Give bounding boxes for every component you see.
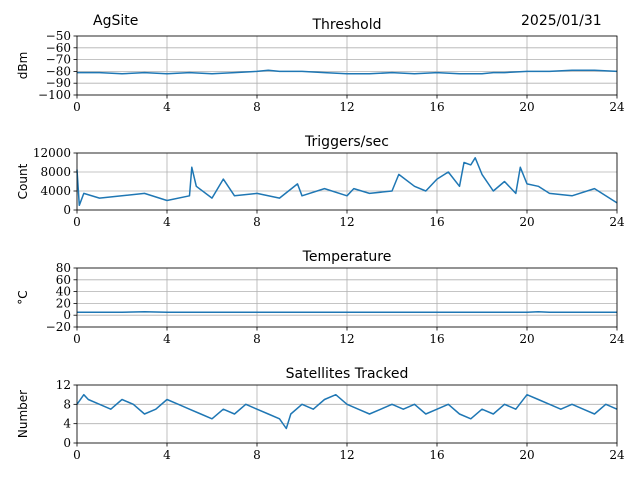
x-tick-label: 12 — [339, 448, 354, 462]
x-tick-label: 4 — [163, 332, 171, 346]
y-tick-label: 20 — [56, 296, 71, 310]
y-tick-label: 0 — [63, 436, 71, 450]
series-line — [77, 310, 617, 314]
chart-panel-1: 0 4 8 12 16 20 24 −100−90−80−70−60−50 Threshold d… — [16, 17, 625, 114]
x-tick-label: 24 — [609, 215, 625, 229]
x-tick-label: 24 — [609, 100, 625, 114]
x-tick-label: 4 — [163, 100, 171, 114]
x-tick-label: 20 — [519, 100, 534, 114]
x-tick-label: 8 — [253, 332, 261, 346]
chart-panel-4: 0 4 8 12 16 20 24 0 4 8 12 Satellites Tracked Number — [16, 366, 625, 462]
y-tick-label: 0 — [63, 203, 71, 217]
x-tick-label: 0 — [73, 215, 81, 229]
series-line — [77, 69, 618, 75]
chart-panel-2: 0 4 8 12 16 20 24 0 4000 8000 12000 Triggers/sec Cou… — [16, 134, 625, 229]
y-axis-label: °C — [16, 290, 30, 304]
x-tick-label: 20 — [519, 332, 534, 346]
y-tick-label: 4 — [63, 417, 71, 431]
y-tick-label: 8 — [63, 397, 71, 411]
y-tick-label: −100 — [38, 88, 71, 102]
x-tick-label: 16 — [429, 448, 444, 462]
y-tick-label: 4000 — [40, 184, 71, 198]
site-name: AgSite — [93, 13, 139, 29]
x-tick-label: 16 — [429, 332, 444, 346]
chart-title: Triggers/sec — [304, 134, 389, 150]
x-tick-label: 16 — [429, 100, 444, 114]
series-line — [76, 393, 618, 430]
y-tick-label: 60 — [56, 273, 71, 287]
x-tick-label: 20 — [519, 215, 534, 229]
chart-title: Threshold — [312, 17, 382, 33]
x-tick-label: 12 — [339, 100, 354, 114]
x-tick-label: 20 — [519, 448, 534, 462]
y-axis-label: Number — [16, 390, 30, 438]
y-tick-label: −80 — [46, 64, 71, 78]
y-tick-label: −60 — [46, 41, 71, 55]
x-tick-label: 24 — [609, 332, 625, 346]
date-label: 2025/01/31 — [521, 13, 602, 29]
x-tick-label: 12 — [339, 215, 354, 229]
y-tick-label: −90 — [46, 76, 71, 90]
x-tick-label: 24 — [609, 448, 625, 462]
y-tick-label: −20 — [46, 320, 71, 334]
x-tick-label: 0 — [73, 332, 81, 346]
x-tick-label: 8 — [253, 215, 261, 229]
chart-title: Temperature — [302, 249, 392, 265]
y-tick-label: −70 — [46, 53, 71, 67]
y-tick-label: 12000 — [33, 146, 71, 160]
chart-title: Satellites Tracked — [286, 366, 409, 382]
x-tick-label: 0 — [73, 448, 81, 462]
y-tick-label: −50 — [46, 29, 71, 43]
x-tick-label: 12 — [339, 332, 354, 346]
y-axis-label: Count — [16, 163, 30, 199]
y-tick-label: 8000 — [40, 165, 71, 179]
y-tick-label: 80 — [56, 261, 71, 275]
x-tick-label: 0 — [73, 100, 81, 114]
series-line — [76, 157, 618, 207]
y-tick-label: 40 — [56, 285, 71, 299]
x-tick-label: 8 — [253, 448, 261, 462]
x-tick-label: 4 — [163, 448, 171, 462]
y-tick-label: 0 — [63, 308, 71, 322]
x-tick-label: 8 — [253, 100, 261, 114]
y-tick-label: 12 — [56, 378, 71, 392]
x-tick-label: 16 — [429, 215, 444, 229]
y-axis-label: dBm — [16, 52, 30, 80]
x-tick-label: 4 — [163, 215, 171, 229]
